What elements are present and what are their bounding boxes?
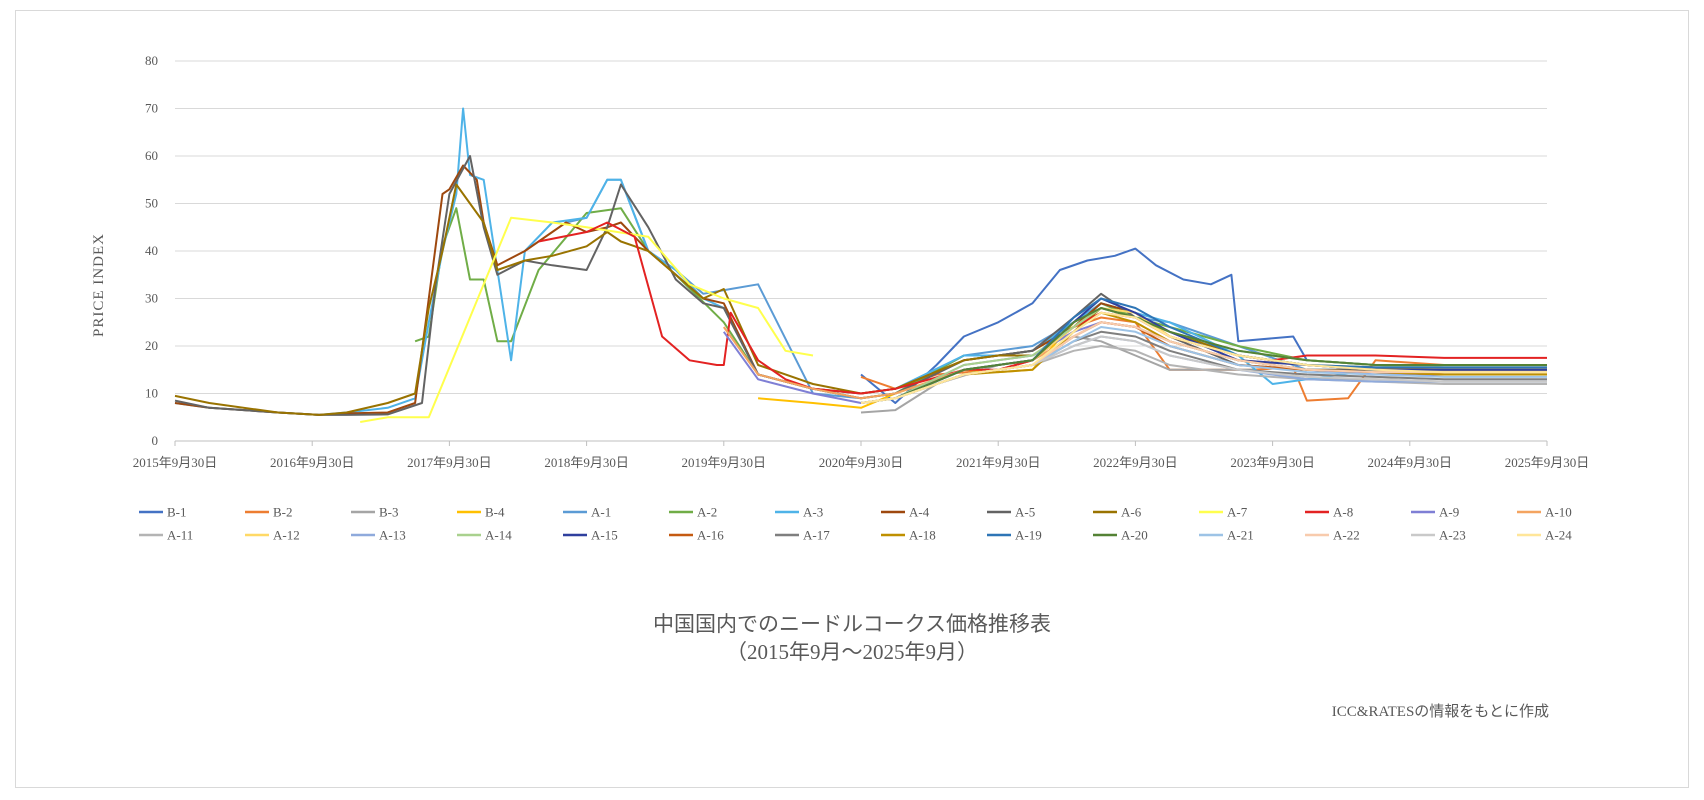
series-line-a-7	[360, 216, 814, 423]
legend-item: A-16	[669, 528, 724, 543]
legend-item: A-8	[1305, 505, 1353, 520]
legend-label: A-14	[485, 528, 512, 543]
legend-label: A-20	[1121, 528, 1148, 543]
legend-label: A-4	[909, 505, 930, 520]
legend-item: A-15	[563, 528, 618, 543]
legend-label: A-9	[1439, 505, 1459, 520]
y-tick-label: 40	[145, 243, 158, 258]
x-tick-label: 2019年9月30日	[682, 455, 767, 470]
legend-label: A-23	[1439, 528, 1466, 543]
series-lines	[174, 107, 1547, 423]
x-tick-label: 2024年9月30日	[1368, 455, 1453, 470]
legend-label: A-1	[591, 505, 611, 520]
legend-item: A-2	[669, 505, 717, 520]
x-tick-label: 2018年9月30日	[544, 455, 629, 470]
y-tick-label: 30	[145, 291, 158, 306]
y-tick-label: 60	[145, 148, 158, 163]
chart-title: 中国国内でのニードルコークス価格推移表	[653, 612, 1051, 636]
x-axis: 2015年9月30日 2016年9月30日 2017年9月30日 2018年9月30日…	[133, 441, 1590, 470]
x-tick-label: 2025年9月30日	[1505, 455, 1590, 470]
legend-label: A-19	[1015, 528, 1042, 543]
series-line-b-2	[860, 316, 1547, 402]
legend-label: A-24	[1545, 528, 1572, 543]
legend-item: A-18	[881, 528, 936, 543]
source-credit: ICC&RATESの情報をもとに作成	[1331, 704, 1549, 720]
y-tick-label: 50	[145, 196, 158, 211]
x-tick-label: 2020年9月30日	[819, 455, 904, 470]
legend-item: A-24	[1517, 528, 1572, 543]
y-tick-label: 20	[145, 338, 158, 353]
legend-item: A-17	[775, 528, 830, 543]
legend-item: B-2	[245, 505, 293, 520]
series-line-a-10	[722, 321, 1547, 400]
legend-label: A-12	[273, 528, 300, 543]
legend-item: A-6	[1093, 505, 1142, 520]
x-tick-label: 2015年9月30日	[133, 455, 218, 470]
legend-item: A-3	[775, 505, 823, 520]
legend-item: A-12	[245, 528, 300, 543]
legend-item: A-7	[1199, 505, 1248, 520]
gridlines	[175, 60, 1547, 442]
legend-label: A-6	[1121, 505, 1142, 520]
legend-label: A-13	[379, 528, 406, 543]
legend-item: A-14	[457, 528, 512, 543]
y-tick-label: 80	[145, 53, 158, 68]
legend-label: A-18	[909, 528, 936, 543]
legend-item: A-22	[1305, 528, 1360, 543]
legend-label: A-17	[803, 528, 830, 543]
legend-item: A-13	[351, 528, 406, 543]
legend-item: A-10	[1517, 505, 1572, 520]
y-axis-label: PRICE INDEX	[91, 233, 107, 337]
legend-item: A-11	[139, 528, 193, 543]
legend-item: A-1	[563, 505, 611, 520]
legend-label: A-7	[1227, 505, 1248, 520]
legend-item: A-23	[1411, 528, 1466, 543]
chart-subtitle: （2015年9月～2025年9月）	[726, 640, 978, 664]
x-tick-label: 2023年9月30日	[1230, 455, 1315, 470]
legend-item: B-3	[351, 505, 399, 520]
legend-label: A-16	[697, 528, 724, 543]
x-tick-label: 2021年9月30日	[956, 455, 1041, 470]
chart-frame	[15, 10, 1689, 788]
legend: B-1 B-2 B-3 B-4 A-1 A-2 A-3 A-4 A-5 A-6 A-7 A-8 A-9 A…	[139, 505, 1572, 543]
legend-item: A-19	[987, 528, 1042, 543]
legend-label: B-4	[485, 505, 505, 520]
legend-item: A-20	[1093, 528, 1148, 543]
legend-label: B-2	[273, 505, 293, 520]
legend-label: A-10	[1545, 505, 1572, 520]
legend-label: A-11	[167, 528, 193, 543]
y-tick-label: 10	[145, 386, 158, 401]
y-axis-ticks: 0 10 20 30 40 50 60 70 80	[145, 53, 158, 448]
legend-label: A-3	[803, 505, 823, 520]
legend-label: A-15	[591, 528, 618, 543]
y-tick-label: 70	[145, 101, 158, 116]
legend-label: A-2	[697, 505, 717, 520]
legend-item: A-4	[881, 505, 930, 520]
legend-label: B-3	[379, 505, 399, 520]
series-line-a-24	[860, 311, 1547, 404]
y-tick-label: 0	[152, 433, 159, 448]
legend-item: A-9	[1411, 505, 1459, 520]
legend-item: A-5	[987, 505, 1035, 520]
legend-label: A-22	[1333, 528, 1360, 543]
x-tick-label: 2017年9月30日	[407, 455, 492, 470]
legend-label: B-1	[167, 505, 187, 520]
legend-item: B-4	[457, 505, 505, 520]
x-tick-label: 2022年9月30日	[1093, 455, 1178, 470]
legend-label: A-8	[1333, 505, 1353, 520]
legend-label: A-21	[1227, 528, 1254, 543]
legend-item: A-21	[1199, 528, 1254, 543]
series-line-a-20	[860, 307, 1547, 404]
legend-item: B-1	[139, 505, 187, 520]
legend-label: A-5	[1015, 505, 1035, 520]
x-tick-label: 2016年9月30日	[270, 455, 355, 470]
